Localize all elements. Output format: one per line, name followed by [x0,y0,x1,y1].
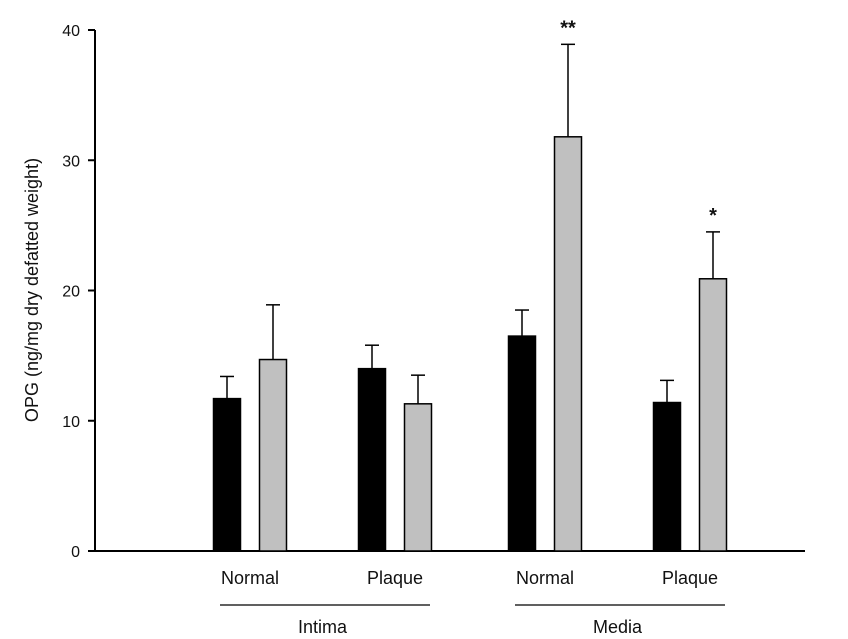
y-tick-label: 10 [62,414,80,431]
y-ticks: 0 10 20 30 40 [62,23,95,561]
annotations: *** [560,17,717,227]
axes [94,30,805,552]
significance-marker: ** [560,17,576,39]
bar [403,403,433,552]
category-labels: Normal Plaque Normal Plaque [221,568,718,588]
significance-marker: * [709,205,717,227]
category-label: Plaque [367,568,423,588]
bars [212,136,728,552]
y-axis-label: OPG (ng/mg dry defatted weight) [22,158,42,422]
group-label: Media [593,617,643,637]
bar [357,367,387,552]
bar [652,401,682,552]
category-label: Normal [516,568,574,588]
category-label: Normal [221,568,279,588]
bar [212,397,242,552]
y-tick-label: 0 [71,544,80,561]
group-label: Intima [298,617,348,637]
y-tick-label: 40 [62,23,80,40]
category-label: Plaque [662,568,718,588]
bar [507,335,537,552]
error-bars [220,43,720,404]
y-tick-label: 30 [62,153,80,170]
group-labels: Intima Media [220,604,725,637]
bar [698,278,728,552]
bar [553,136,583,552]
y-tick-label: 20 [62,284,80,301]
bar [258,358,288,552]
